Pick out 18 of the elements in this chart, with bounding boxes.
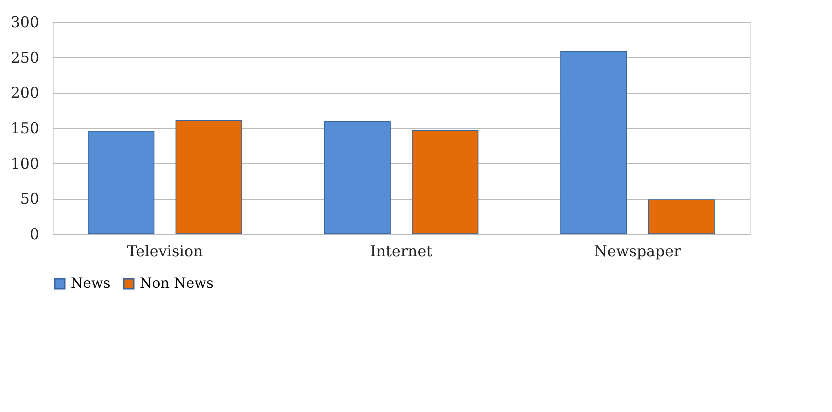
y-tick-label: 50 <box>20 190 40 208</box>
bar <box>648 200 715 234</box>
x-tick-label: Internet <box>370 242 433 260</box>
y-tick-label: 200 <box>10 84 40 102</box>
bar <box>88 131 155 234</box>
bar <box>176 120 242 234</box>
x-tick-label: Newspaper <box>594 242 682 260</box>
y-tick-label: 250 <box>10 48 40 67</box>
x-tick-label: Television <box>127 242 204 260</box>
y-tick-label: 150 <box>10 120 40 138</box>
y-tick-label: 0 <box>30 226 40 244</box>
legend-label: Non News <box>140 276 214 292</box>
y-tick-label: 300 <box>10 14 40 32</box>
legend-label: News <box>71 276 111 292</box>
y-tick-label: 100 <box>10 154 40 173</box>
bar <box>324 121 391 234</box>
bar <box>412 130 479 234</box>
bar <box>560 51 628 234</box>
